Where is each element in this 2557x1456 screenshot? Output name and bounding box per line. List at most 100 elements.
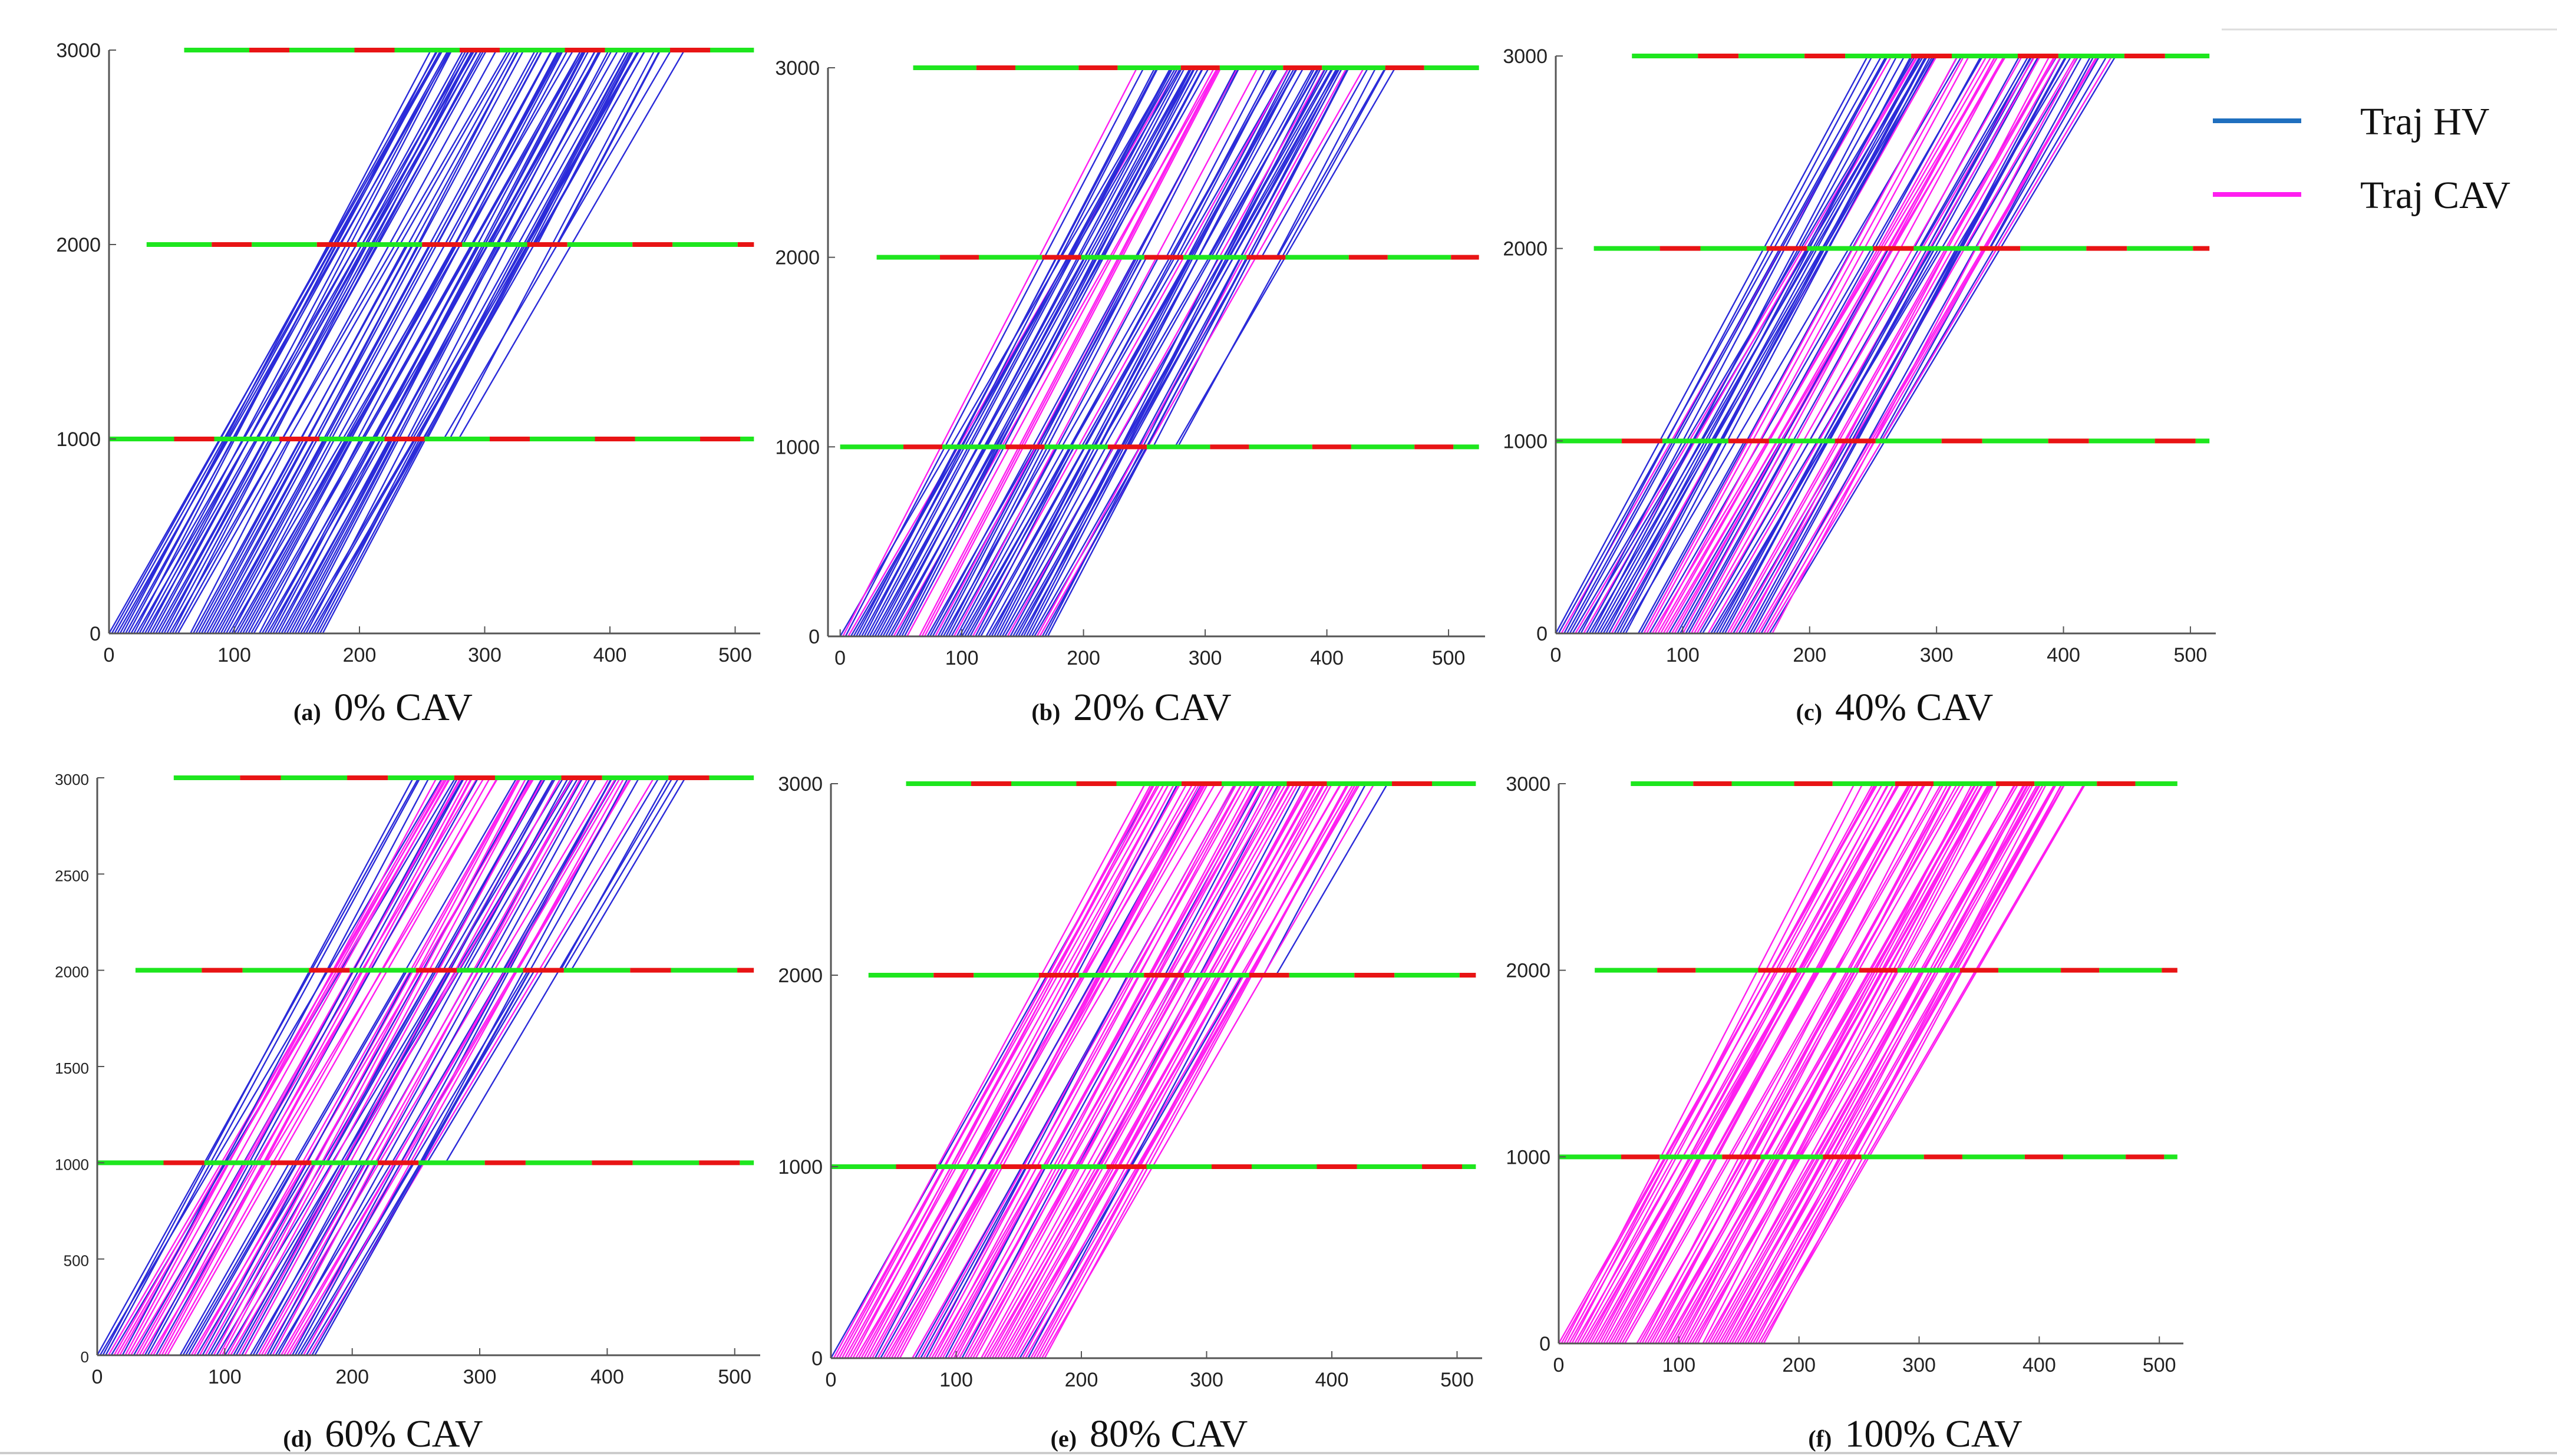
- trajectory-line: [133, 49, 438, 633]
- trajectory-line: [171, 49, 474, 633]
- x-tick-label: 0: [1553, 1354, 1565, 1376]
- trajectory-line: [1675, 783, 1980, 1343]
- trajectory-line: [1707, 55, 2041, 633]
- trajectory-line: [1750, 783, 2057, 1343]
- x-tick-label: 0: [1550, 644, 1562, 666]
- y-tick-label: 2000: [55, 963, 89, 981]
- trajectory-line: [866, 67, 1172, 636]
- x-tick-label: 100: [1662, 1354, 1695, 1376]
- trajectory-line: [1646, 55, 1965, 633]
- x-tick-label: 500: [2143, 1354, 2176, 1376]
- trajectory-line: [841, 783, 1152, 1358]
- trajectory-line: [1008, 783, 1342, 1358]
- x-tick-label: 300: [468, 644, 501, 666]
- y-tick-label: 0: [81, 1348, 89, 1366]
- trajectory-line: [942, 783, 1253, 1358]
- trajectory-line: [937, 67, 1237, 636]
- trajectory-line: [302, 777, 625, 1355]
- trajectory-line: [1731, 783, 2030, 1343]
- trajectory-line: [1643, 55, 1958, 633]
- trajectory-line: [242, 49, 563, 633]
- trajectory-line: [1735, 55, 2062, 633]
- x-tick-label: 400: [2022, 1354, 2056, 1376]
- trajectory-line: [1686, 783, 1991, 1343]
- trajectory-line: [1566, 783, 1874, 1343]
- trajectory-line: [1755, 783, 2047, 1343]
- y-tick-label: 3000: [56, 39, 101, 62]
- trajectory-line: [1579, 783, 1890, 1343]
- y-tick-label: 2000: [56, 234, 101, 256]
- x-tick-label: 300: [1189, 647, 1222, 669]
- trajectory-line: [1573, 783, 1901, 1343]
- trajectories-c: [1556, 55, 2117, 633]
- trajectory-line: [166, 777, 498, 1355]
- trajectory-line: [141, 49, 464, 633]
- trajectory-line: [1752, 783, 2066, 1343]
- panel-e: 0 100 200 300 400 500 0 1000 2000 3000 (e) 80% CAV: [778, 773, 1482, 1455]
- trajectory-line: [1752, 55, 2067, 633]
- trajectory-line: [923, 67, 1222, 636]
- trajectory-line: [947, 783, 1265, 1358]
- trajectory-line: [1608, 783, 1919, 1343]
- trajectory-line: [1619, 55, 1928, 633]
- trajectory-line: [1569, 55, 1889, 633]
- x-tick-label: 400: [1315, 1369, 1349, 1391]
- trajectory-line: [950, 783, 1281, 1358]
- trajectory-line: [874, 67, 1183, 636]
- trajectory-line: [1652, 783, 1949, 1343]
- x-tick-label: 200: [1782, 1354, 1816, 1376]
- y-tick-label: 1000: [56, 428, 101, 451]
- trajectories-b: [839, 67, 1396, 636]
- trajectory-line: [161, 777, 472, 1355]
- y-tick-label: 1000: [778, 1156, 823, 1178]
- trajectory-line: [136, 777, 461, 1355]
- trajectory-line: [1560, 783, 1877, 1343]
- trajectory-line: [933, 783, 1243, 1358]
- trajectory-line: [869, 67, 1174, 636]
- trajectory-line: [1035, 783, 1348, 1358]
- caption-letter: (c): [1796, 699, 1822, 725]
- trajectory-line: [869, 783, 1194, 1358]
- trajectory-line: [217, 49, 536, 633]
- trajectory-line: [1730, 55, 2057, 633]
- trajectory-line: [1625, 55, 1931, 633]
- trajectory-line: [1682, 55, 1997, 633]
- trajectory-line: [1621, 783, 1942, 1343]
- caption-letter: (b): [1031, 699, 1060, 725]
- y-tick-label: 3000: [55, 771, 89, 788]
- trajectory-line: [898, 67, 1193, 636]
- caption-letter: (d): [283, 1425, 312, 1452]
- trajectory-line: [1014, 783, 1326, 1358]
- trajectory-line: [153, 777, 469, 1355]
- trajectory-line: [164, 777, 491, 1355]
- trajectory-line: [1723, 783, 2025, 1343]
- trajectory-line: [260, 777, 589, 1355]
- trajectory-line: [122, 49, 432, 633]
- trajectory-line: [241, 777, 555, 1355]
- trajectory-line: [1563, 55, 1873, 633]
- trajectory-line: [174, 49, 497, 633]
- trajectory-line: [152, 49, 467, 633]
- x-tick-label: 300: [1902, 1354, 1936, 1376]
- trajectory-line: [1760, 55, 2083, 633]
- x-tick-label: 300: [1920, 644, 1954, 666]
- trajectory-line: [1763, 55, 2098, 633]
- trajectory-line: [105, 777, 421, 1355]
- trajectory-line: [1689, 783, 2017, 1343]
- trajectory-line: [311, 49, 646, 633]
- trajectory-line: [975, 783, 1290, 1358]
- caption-b: (b) 20% CAV: [1031, 686, 1231, 729]
- trajectory-line: [1616, 55, 1927, 633]
- trajectory-line: [102, 777, 414, 1355]
- trajectory-line: [121, 777, 430, 1355]
- trajectory-line: [1591, 55, 1898, 633]
- trajectory-line: [278, 49, 586, 633]
- y-tick-label: 0: [811, 1348, 823, 1370]
- trajectory-line: [885, 783, 1226, 1358]
- trajectory-line: [939, 783, 1258, 1358]
- trajectory-line: [1022, 783, 1333, 1358]
- caption-text: 20% CAV: [1073, 686, 1231, 729]
- trajectory-line: [221, 777, 534, 1355]
- trajectory-line: [1589, 783, 1889, 1343]
